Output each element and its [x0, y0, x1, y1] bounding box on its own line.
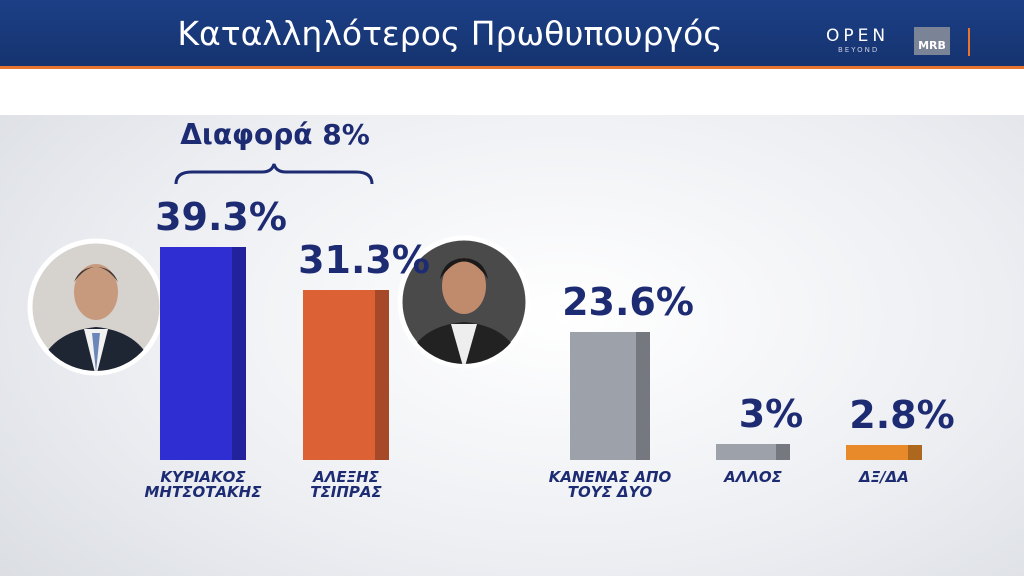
header-bar: Καταλληλότερος Πρωθυπουργός OPEN BEYOND …	[0, 0, 1024, 69]
bar	[846, 444, 922, 460]
value-label: 2.8%	[849, 392, 955, 437]
bar	[160, 246, 246, 460]
portrait	[397, 235, 531, 369]
value-label: 31.3%	[298, 238, 430, 283]
bar	[303, 290, 389, 460]
bar	[716, 443, 790, 460]
white-strip	[0, 69, 1024, 115]
category-label: ΔΞ/ΔΑ	[859, 468, 909, 486]
chart-title: Καταλληλότερος Πρωθυπουργός	[177, 14, 723, 53]
pollster-logo: MRB	[914, 27, 950, 55]
category-label: ΑΛΕΞΗΣ ΤΣΙΠΡΑΣ	[310, 468, 382, 501]
brace	[174, 163, 374, 185]
bar	[570, 332, 650, 460]
annotation: Διαφορά 8%	[180, 118, 370, 151]
category-label: ΚΥΡΙΑΚΟΣ ΜΗΤΣΟΤΑΚΗΣ	[144, 468, 262, 501]
brand-subtitle: BEYOND	[838, 46, 880, 54]
category-label: ΑΛΛΟΣ	[724, 468, 782, 486]
value-label: 39.3%	[155, 194, 287, 239]
separator	[968, 28, 970, 56]
value-label: 3%	[738, 391, 804, 436]
portrait	[27, 238, 165, 376]
category-label: ΚΑΝΕΝΑΣ ΑΠΟ ΤΟΥΣ ΔΥΟ	[548, 468, 672, 501]
value-label: 23.6%	[562, 280, 694, 325]
brand-logo: OPEN	[826, 26, 890, 46]
